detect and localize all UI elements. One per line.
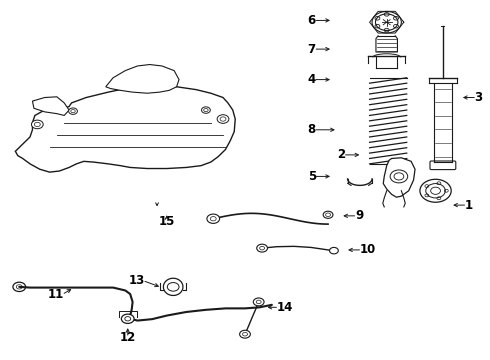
Polygon shape (106, 64, 179, 93)
Text: 2: 2 (337, 148, 345, 161)
Circle shape (201, 107, 210, 113)
Text: 8: 8 (308, 123, 316, 136)
Text: 10: 10 (360, 243, 376, 256)
Circle shape (13, 282, 25, 292)
Text: 13: 13 (128, 274, 145, 287)
Circle shape (330, 247, 338, 254)
Text: 15: 15 (159, 215, 175, 228)
Polygon shape (383, 158, 415, 197)
Text: 1: 1 (465, 199, 473, 212)
Circle shape (257, 244, 268, 252)
Circle shape (253, 298, 264, 306)
Circle shape (217, 115, 229, 123)
Text: 9: 9 (355, 210, 363, 222)
Text: 14: 14 (277, 301, 293, 314)
Circle shape (240, 330, 250, 338)
Polygon shape (15, 86, 235, 172)
Circle shape (207, 214, 220, 224)
Polygon shape (32, 97, 69, 116)
Text: 6: 6 (308, 14, 316, 27)
Circle shape (323, 211, 333, 219)
Text: 5: 5 (308, 170, 316, 183)
Circle shape (420, 179, 451, 202)
Circle shape (69, 108, 77, 114)
Circle shape (122, 314, 134, 323)
Text: 12: 12 (120, 331, 136, 344)
Text: 4: 4 (308, 73, 316, 86)
Text: 3: 3 (475, 91, 483, 104)
Circle shape (31, 120, 43, 129)
Text: 11: 11 (48, 288, 64, 301)
Text: 7: 7 (308, 42, 316, 55)
